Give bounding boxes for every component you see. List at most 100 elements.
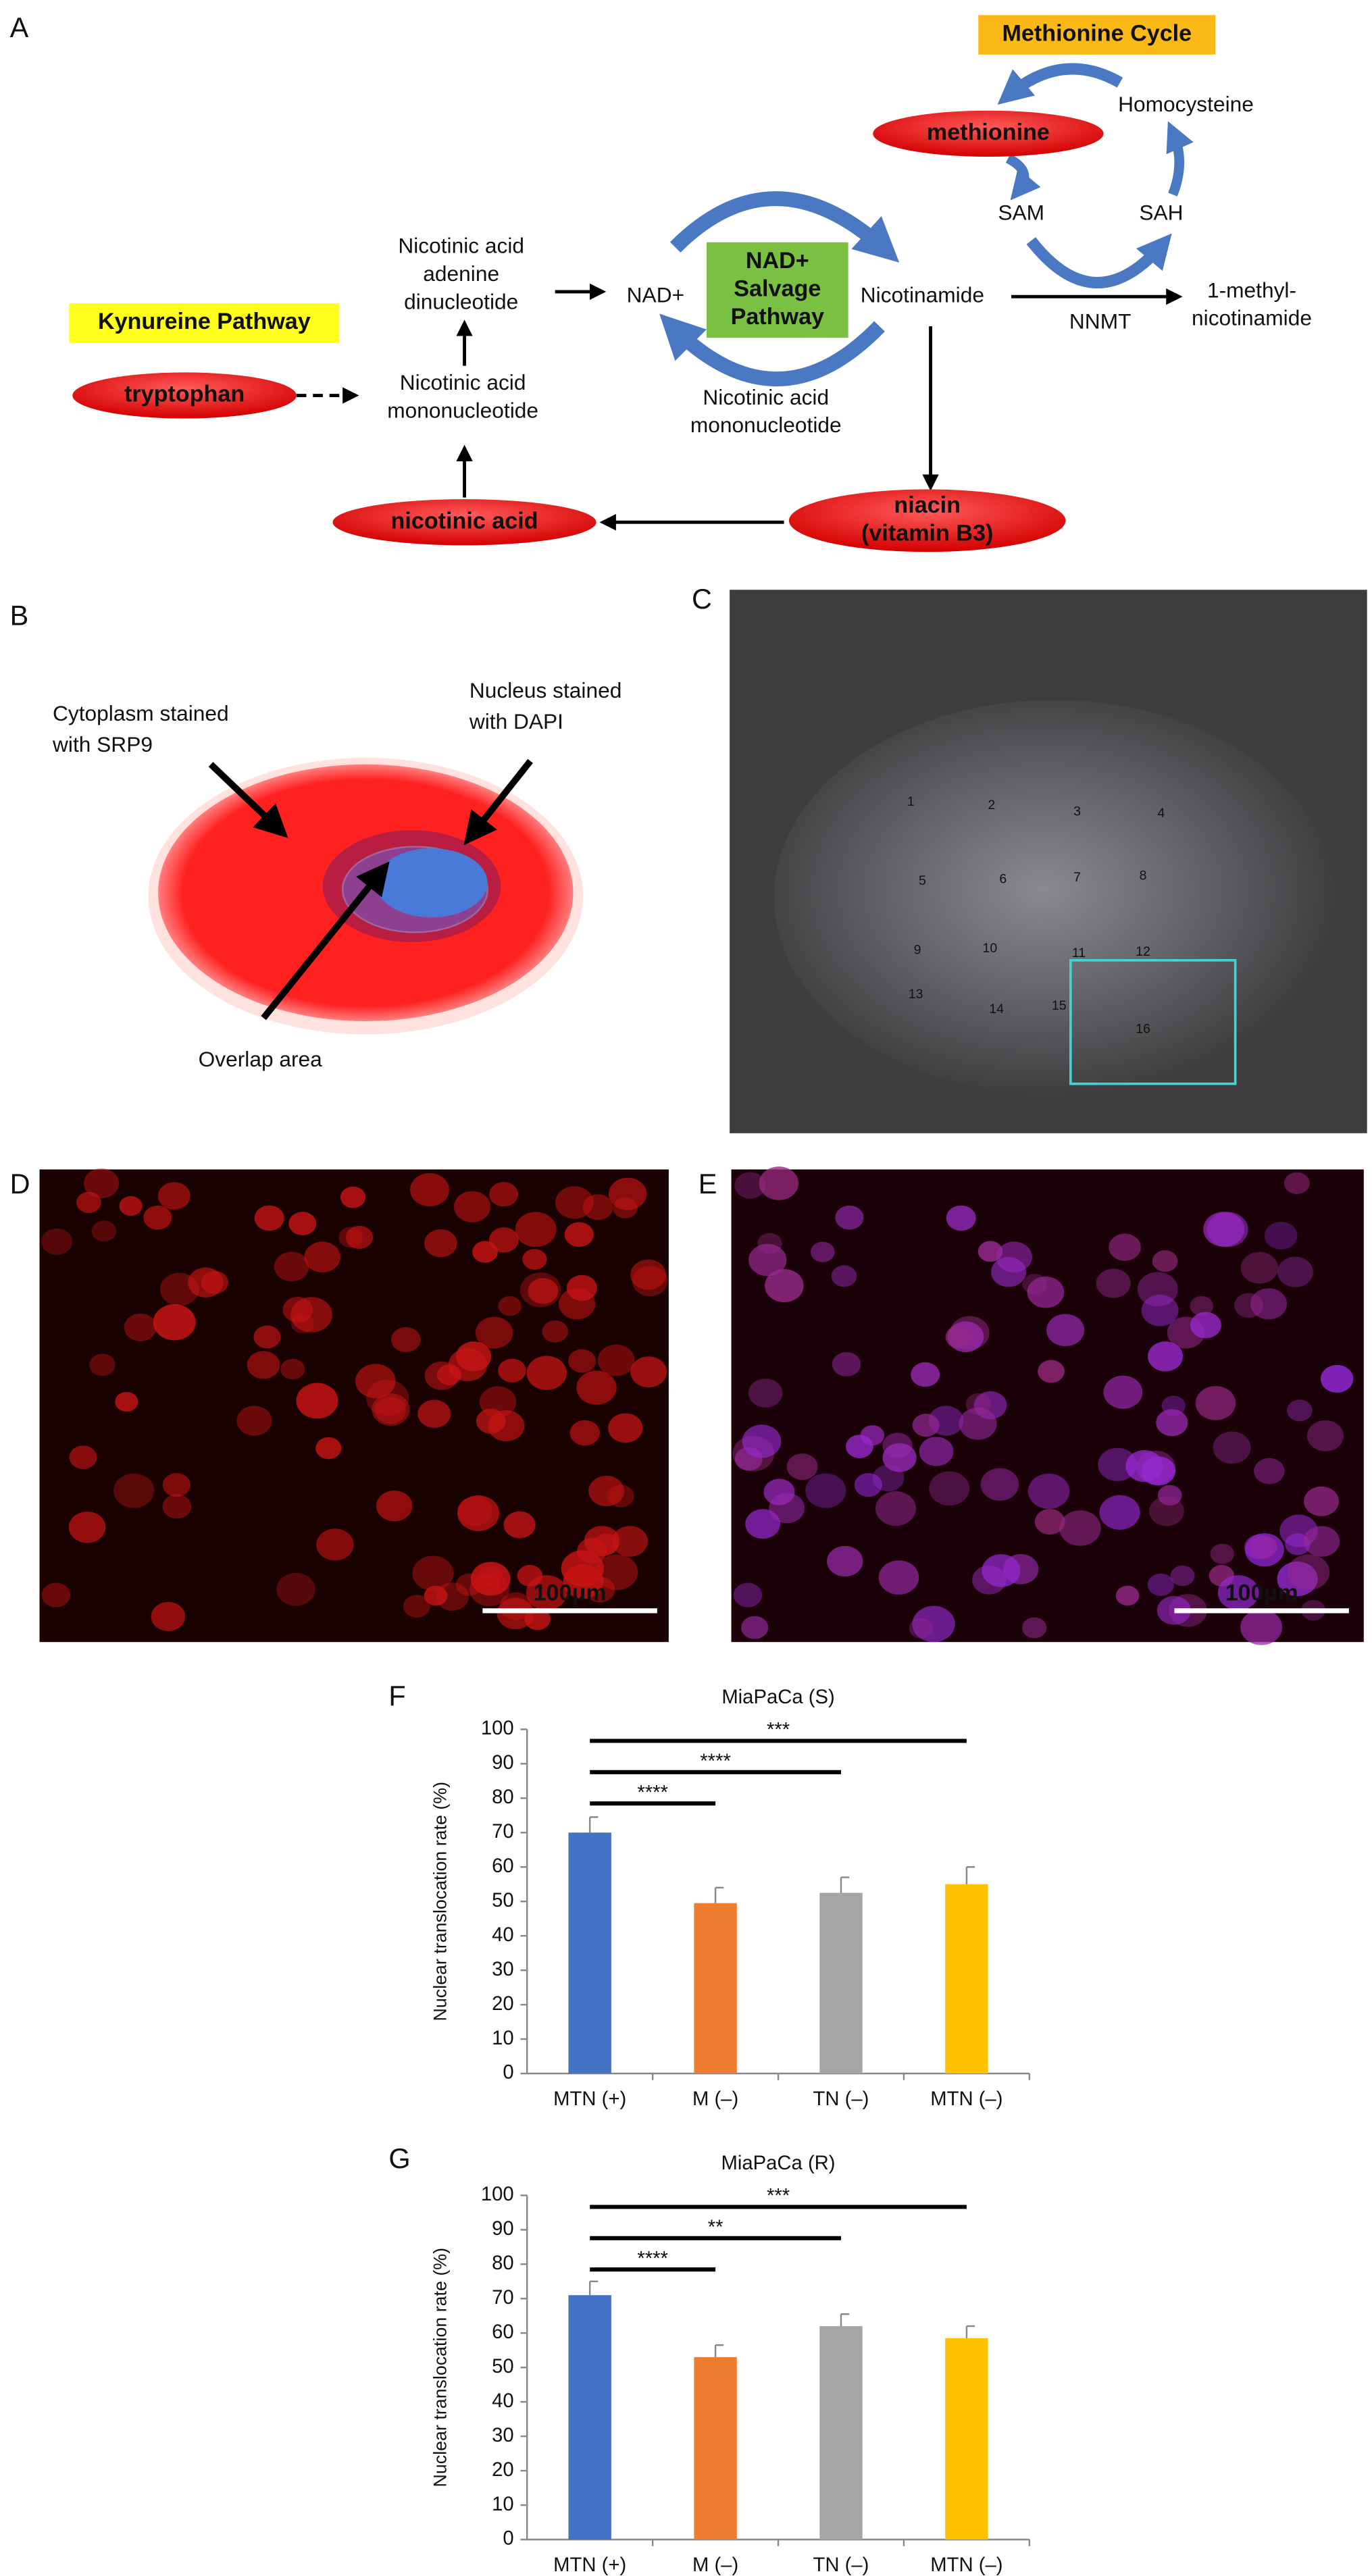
cell [945, 1325, 973, 1349]
panel-label: F [388, 1680, 405, 1711]
y-tick-label: 10 [492, 2028, 514, 2049]
cell [162, 1473, 191, 1497]
cell [1284, 1172, 1310, 1194]
bar [694, 2356, 737, 2540]
significance-label: **** [637, 2248, 668, 2269]
cell [1148, 1341, 1184, 1372]
cell [162, 1494, 192, 1519]
node-label: NAD+ [746, 248, 809, 274]
cell [741, 1616, 769, 1639]
y-tick-label: 100 [481, 1718, 514, 1739]
cell [143, 1205, 172, 1230]
node-label: Methionine Cycle [1002, 21, 1192, 47]
y-tick-label: 100 [481, 2184, 514, 2205]
cell [1170, 1565, 1195, 1587]
cell [558, 1288, 596, 1320]
cell [912, 1414, 940, 1437]
cell [316, 1528, 354, 1561]
cell [607, 1485, 634, 1508]
y-tick-label: 30 [492, 1959, 514, 1980]
panel-label: A [10, 11, 29, 43]
node-label: Nicotinic acid [398, 233, 524, 257]
y-tick-label: 90 [492, 2218, 514, 2240]
cell [1157, 1596, 1191, 1625]
cell [1149, 1496, 1184, 1526]
node-label: methionine [927, 120, 1050, 145]
cell [577, 1538, 607, 1564]
cell [835, 1205, 864, 1230]
node-box [978, 15, 1216, 55]
cell [390, 1326, 421, 1353]
field-label: 2 [988, 798, 995, 813]
cell [479, 1386, 517, 1418]
schematic-label: with SRP9 [52, 732, 153, 756]
node-label: SAH [1139, 201, 1183, 225]
y-tick-label: 40 [492, 1924, 514, 1946]
cell [1115, 1585, 1140, 1606]
cell [1109, 1233, 1141, 1261]
cell [542, 1320, 569, 1343]
cell [113, 1473, 155, 1508]
cell [340, 1186, 366, 1208]
node-label: Nicotinamide [861, 283, 984, 307]
node-label: Pathway [731, 304, 824, 330]
y-tick-label: 80 [492, 2252, 514, 2274]
x-tick-label: TN (–) [813, 2554, 869, 2576]
cell [1286, 1399, 1313, 1422]
micrograph-e: 100μm [731, 1166, 1364, 1645]
node-label: SAM [998, 201, 1044, 225]
cell [980, 1468, 1019, 1501]
cell [1234, 1293, 1264, 1318]
bar [945, 2338, 988, 2540]
cell [1277, 1562, 1318, 1597]
node-label: (vitamin B3) [861, 521, 993, 546]
cell [1190, 1295, 1213, 1316]
cell [742, 1424, 782, 1458]
significance-label: ** [708, 2217, 723, 2238]
x-tick-label: M (–) [692, 2554, 738, 2576]
cell [608, 1413, 643, 1443]
cell [151, 1601, 186, 1631]
cell [748, 1243, 787, 1277]
cell [909, 1618, 934, 1639]
node-label: Homocysteine [1118, 92, 1254, 116]
cell [946, 1205, 976, 1231]
cell [1103, 1375, 1143, 1409]
cell [424, 1229, 457, 1258]
cell [247, 1351, 280, 1379]
y-tick-label: 80 [492, 1786, 514, 1808]
cell [630, 1259, 667, 1290]
cell [929, 1471, 970, 1506]
cell [827, 1545, 863, 1577]
cell [472, 1241, 499, 1263]
field-label: 16 [1136, 1021, 1150, 1036]
error-bar [840, 2313, 850, 2327]
node-ellipse [873, 110, 1104, 157]
cell [786, 1453, 818, 1480]
cell [588, 1476, 625, 1507]
field-label: 5 [919, 873, 926, 888]
cell [296, 1383, 338, 1419]
x-tick-label: TN (–) [813, 2088, 869, 2110]
cell [282, 1296, 313, 1323]
cell [1320, 1364, 1354, 1393]
cell [89, 1354, 116, 1376]
cell [290, 1313, 314, 1334]
significance-label: **** [700, 1751, 731, 1772]
node-label: adenine [423, 261, 499, 286]
cell [355, 1364, 396, 1399]
cell [1021, 1617, 1047, 1639]
field-label: 4 [1157, 806, 1165, 821]
cell [424, 1585, 448, 1606]
cell [68, 1512, 106, 1543]
cell [376, 1490, 413, 1522]
cell [759, 1166, 799, 1200]
scale-bar-label: 100μm [1225, 1580, 1298, 1606]
cell [526, 1575, 567, 1610]
cell [1027, 1473, 1070, 1510]
cell [845, 1435, 873, 1458]
y-tick-label: 0 [503, 2062, 513, 2084]
y-tick-label: 70 [492, 1821, 514, 1843]
cell [1046, 1314, 1085, 1347]
cell [911, 1362, 940, 1387]
